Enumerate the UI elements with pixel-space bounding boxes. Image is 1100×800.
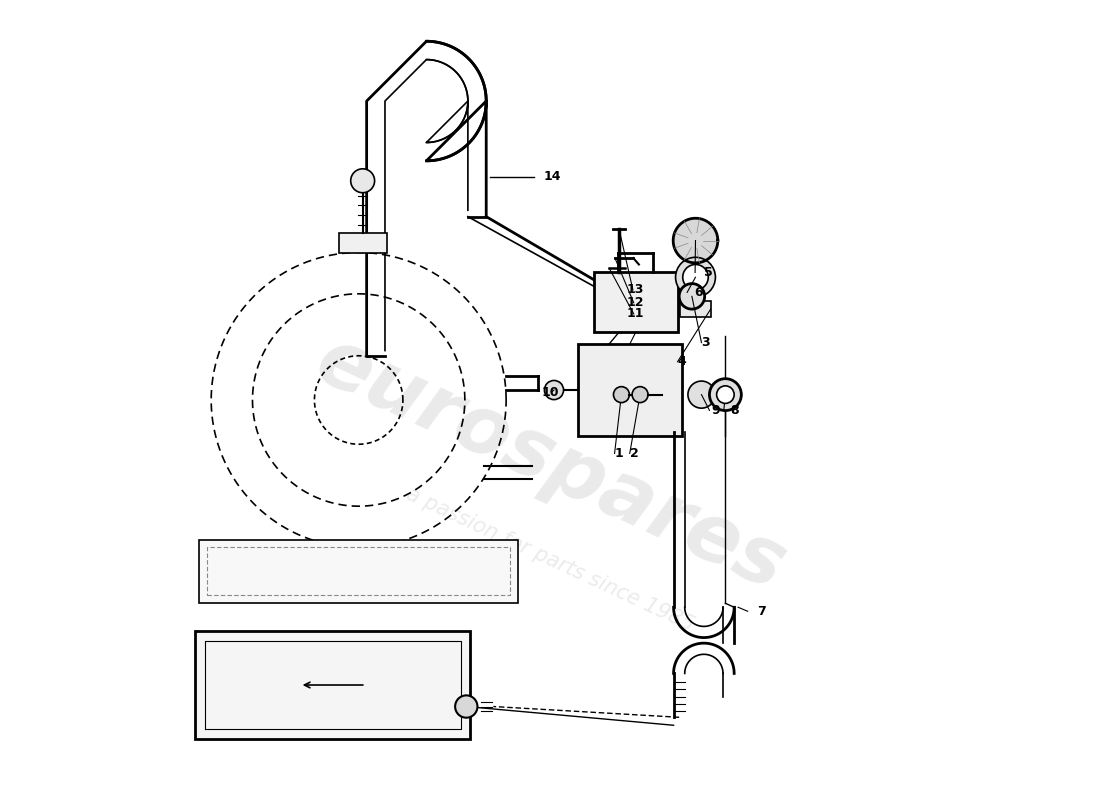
Text: 8: 8 [730, 404, 739, 417]
Circle shape [632, 386, 648, 402]
Text: 14: 14 [543, 170, 561, 183]
Circle shape [351, 169, 375, 193]
Text: 7: 7 [757, 605, 766, 618]
Text: 5: 5 [704, 266, 713, 279]
Bar [680, 301, 711, 317]
Bar [339, 233, 386, 253]
Circle shape [679, 284, 705, 309]
Text: 1: 1 [615, 447, 624, 460]
Text: 11: 11 [627, 307, 644, 321]
Text: eurospares: eurospares [302, 321, 798, 606]
Circle shape [688, 381, 715, 408]
Circle shape [614, 386, 629, 402]
Text: 12: 12 [627, 296, 644, 310]
Text: a passion for parts since 1985: a passion for parts since 1985 [403, 484, 697, 635]
Bar [199, 539, 518, 603]
Bar [578, 344, 682, 436]
Circle shape [710, 378, 741, 410]
Circle shape [544, 381, 563, 400]
Text: 6: 6 [694, 286, 703, 299]
Text: 2: 2 [629, 447, 638, 460]
Bar [195, 631, 471, 739]
Text: 13: 13 [627, 283, 644, 297]
Polygon shape [673, 218, 718, 263]
Circle shape [683, 265, 708, 290]
Bar [594, 273, 678, 332]
Text: 9: 9 [711, 404, 719, 417]
Circle shape [455, 695, 477, 718]
Text: 4: 4 [678, 355, 686, 368]
Text: 3: 3 [702, 336, 711, 349]
Circle shape [675, 258, 715, 297]
Circle shape [716, 386, 734, 403]
Text: 10: 10 [542, 386, 560, 398]
